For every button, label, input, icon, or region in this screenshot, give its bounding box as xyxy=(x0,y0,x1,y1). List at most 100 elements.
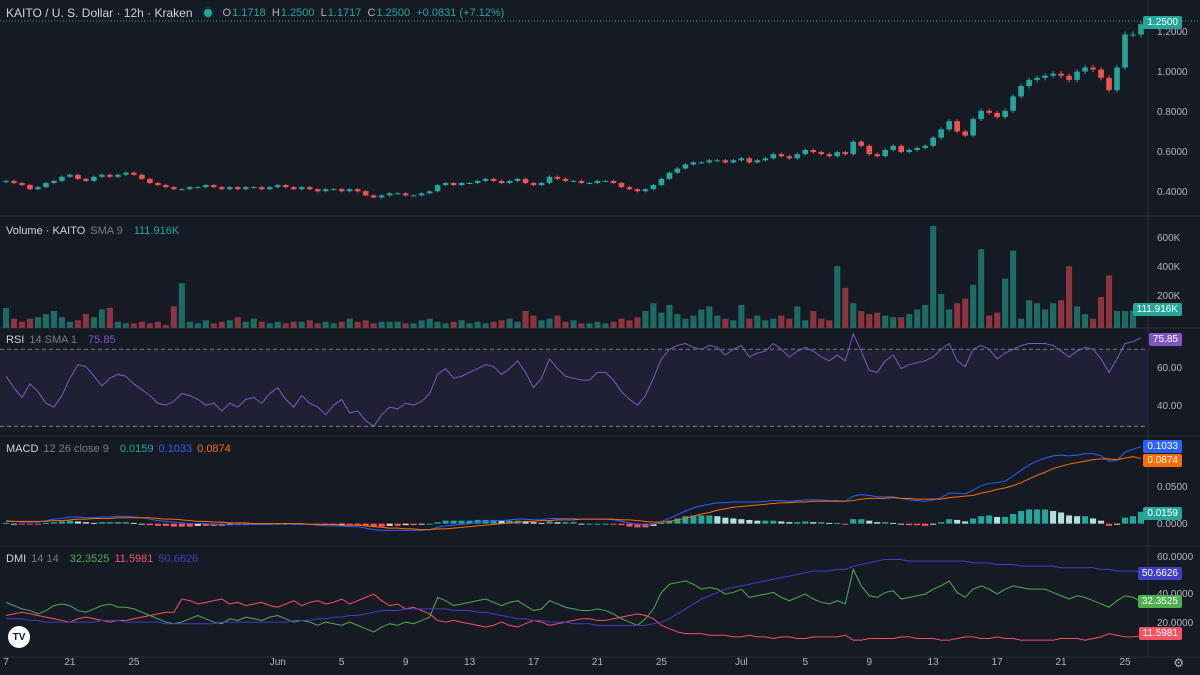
candle-body xyxy=(706,160,713,163)
volume-value: 111.916K xyxy=(133,225,180,237)
candle-body xyxy=(43,183,49,188)
volume-bar xyxy=(570,320,577,328)
candle-body xyxy=(59,176,65,181)
candle-body xyxy=(1066,75,1072,80)
macd-histogram-bar xyxy=(1058,512,1065,524)
macd-tick: 0.0000 xyxy=(1157,519,1188,530)
volume-bar xyxy=(546,318,553,328)
macd-legend[interactable]: MACD 12 26 close 9 0.0159 0.1033 0.0874 xyxy=(6,443,231,455)
volume-bar xyxy=(666,304,673,328)
candle-body xyxy=(426,191,433,194)
volume-bar xyxy=(938,294,945,328)
candle-body xyxy=(1026,79,1032,87)
candle-body xyxy=(330,189,337,191)
volume-bar xyxy=(210,323,217,328)
candle-body xyxy=(594,180,601,183)
volume-bar xyxy=(946,309,953,328)
volume-bar xyxy=(82,314,89,328)
macd-histogram-bar xyxy=(906,523,913,526)
volume-bar xyxy=(490,321,497,328)
macd-histogram-bar xyxy=(490,519,497,524)
volume-bar xyxy=(970,284,977,328)
tradingview-logo-icon[interactable]: TV xyxy=(8,626,30,648)
macd-histogram-bar xyxy=(802,521,809,524)
candle-body xyxy=(754,160,761,163)
candle-body xyxy=(850,141,857,155)
volume-bar xyxy=(306,320,313,328)
macd-histogram-bar xyxy=(34,523,42,525)
symbol-title[interactable]: KAITO / U. S. Dollar · 12h · Kraken xyxy=(6,6,193,20)
last-price-badge: 1.2500 xyxy=(1143,16,1182,29)
candle-body xyxy=(810,150,817,153)
volume-bar xyxy=(450,321,457,328)
macd-histogram-bar xyxy=(546,521,553,524)
dmi-legend[interactable]: DMI 14 14 32.3525 11.5981 50.6626 xyxy=(6,553,198,565)
candle-body xyxy=(482,178,489,181)
candle-body xyxy=(994,112,1000,117)
volume-legend[interactable]: Volume · KAITO SMA 9 111.916K xyxy=(6,225,179,237)
macd-histogram-bar xyxy=(522,521,529,524)
volume-bar xyxy=(642,311,649,328)
plus-di-badge: 32.3525 xyxy=(1137,595,1182,608)
time-axis-label: 25 xyxy=(1119,657,1131,668)
volume-bar xyxy=(618,318,625,328)
candle-body xyxy=(914,147,920,150)
time-axis-label: 21 xyxy=(591,657,604,668)
macd-histogram-bar xyxy=(1090,518,1097,524)
candle-body xyxy=(1034,77,1040,80)
market-status-icon[interactable] xyxy=(203,9,212,17)
close-value: 1.2500 xyxy=(376,7,411,19)
macd-histogram-bar xyxy=(146,523,153,526)
volume-bar xyxy=(242,321,249,328)
candle-body xyxy=(962,131,968,136)
volume-bar xyxy=(714,315,721,328)
volume-bar xyxy=(74,320,81,328)
volume-bar xyxy=(426,318,433,328)
volume-bar xyxy=(1074,306,1081,328)
volume-bar xyxy=(1034,303,1041,328)
candle-body xyxy=(658,178,665,186)
candle-body xyxy=(1122,34,1128,68)
volume-bar xyxy=(794,306,801,328)
volume-bar xyxy=(962,298,969,328)
candle-body xyxy=(35,187,41,190)
volume-bar xyxy=(1090,318,1097,328)
candle-body xyxy=(1138,24,1144,35)
volume-bar xyxy=(410,323,417,328)
candle-body xyxy=(986,110,992,113)
macd-histogram-bar xyxy=(706,515,713,524)
macd-histogram-bar xyxy=(610,523,617,525)
macd-histogram-bar xyxy=(1034,509,1041,524)
macd-histogram-bar xyxy=(770,520,777,524)
macd-histogram-bar xyxy=(74,521,81,524)
symbol-legend: KAITO / U. S. Dollar · 12h · Kraken O1.1… xyxy=(6,6,504,20)
macd-histogram-bar xyxy=(1098,520,1105,524)
macd-histogram-bar xyxy=(882,522,889,524)
candle-body xyxy=(522,178,529,183)
macd-histogram-bar xyxy=(1026,509,1033,524)
time-axis-label: 9 xyxy=(866,657,873,668)
volume-bar xyxy=(218,321,225,328)
volume-bar xyxy=(194,323,201,328)
macd-histogram-bar xyxy=(690,515,697,524)
time-axis-label: 17 xyxy=(527,657,540,668)
candle-body xyxy=(1130,34,1136,36)
candle-body xyxy=(458,183,465,186)
macd-histogram-bar xyxy=(530,522,537,524)
macd-histogram-bar xyxy=(602,523,609,525)
macd-histogram-bar xyxy=(938,522,945,524)
volume-bar xyxy=(370,323,377,328)
time-axis-label: Jul xyxy=(734,657,748,668)
settings-gear-icon[interactable]: ⚙ xyxy=(1173,656,1184,670)
volume-bar xyxy=(1105,275,1113,328)
volume-title: Volume · KAITO xyxy=(6,225,86,237)
candle-body xyxy=(570,180,577,182)
price-tick: 0.6000 xyxy=(1157,147,1188,158)
volume-bar xyxy=(738,304,745,328)
macd-histogram-bar xyxy=(1129,516,1137,524)
rsi-legend[interactable]: RSI 14 SMA 1 75.85 xyxy=(6,334,116,346)
candle-body xyxy=(842,152,849,155)
macd-histogram-bar xyxy=(162,523,169,526)
candle-body xyxy=(258,187,265,190)
